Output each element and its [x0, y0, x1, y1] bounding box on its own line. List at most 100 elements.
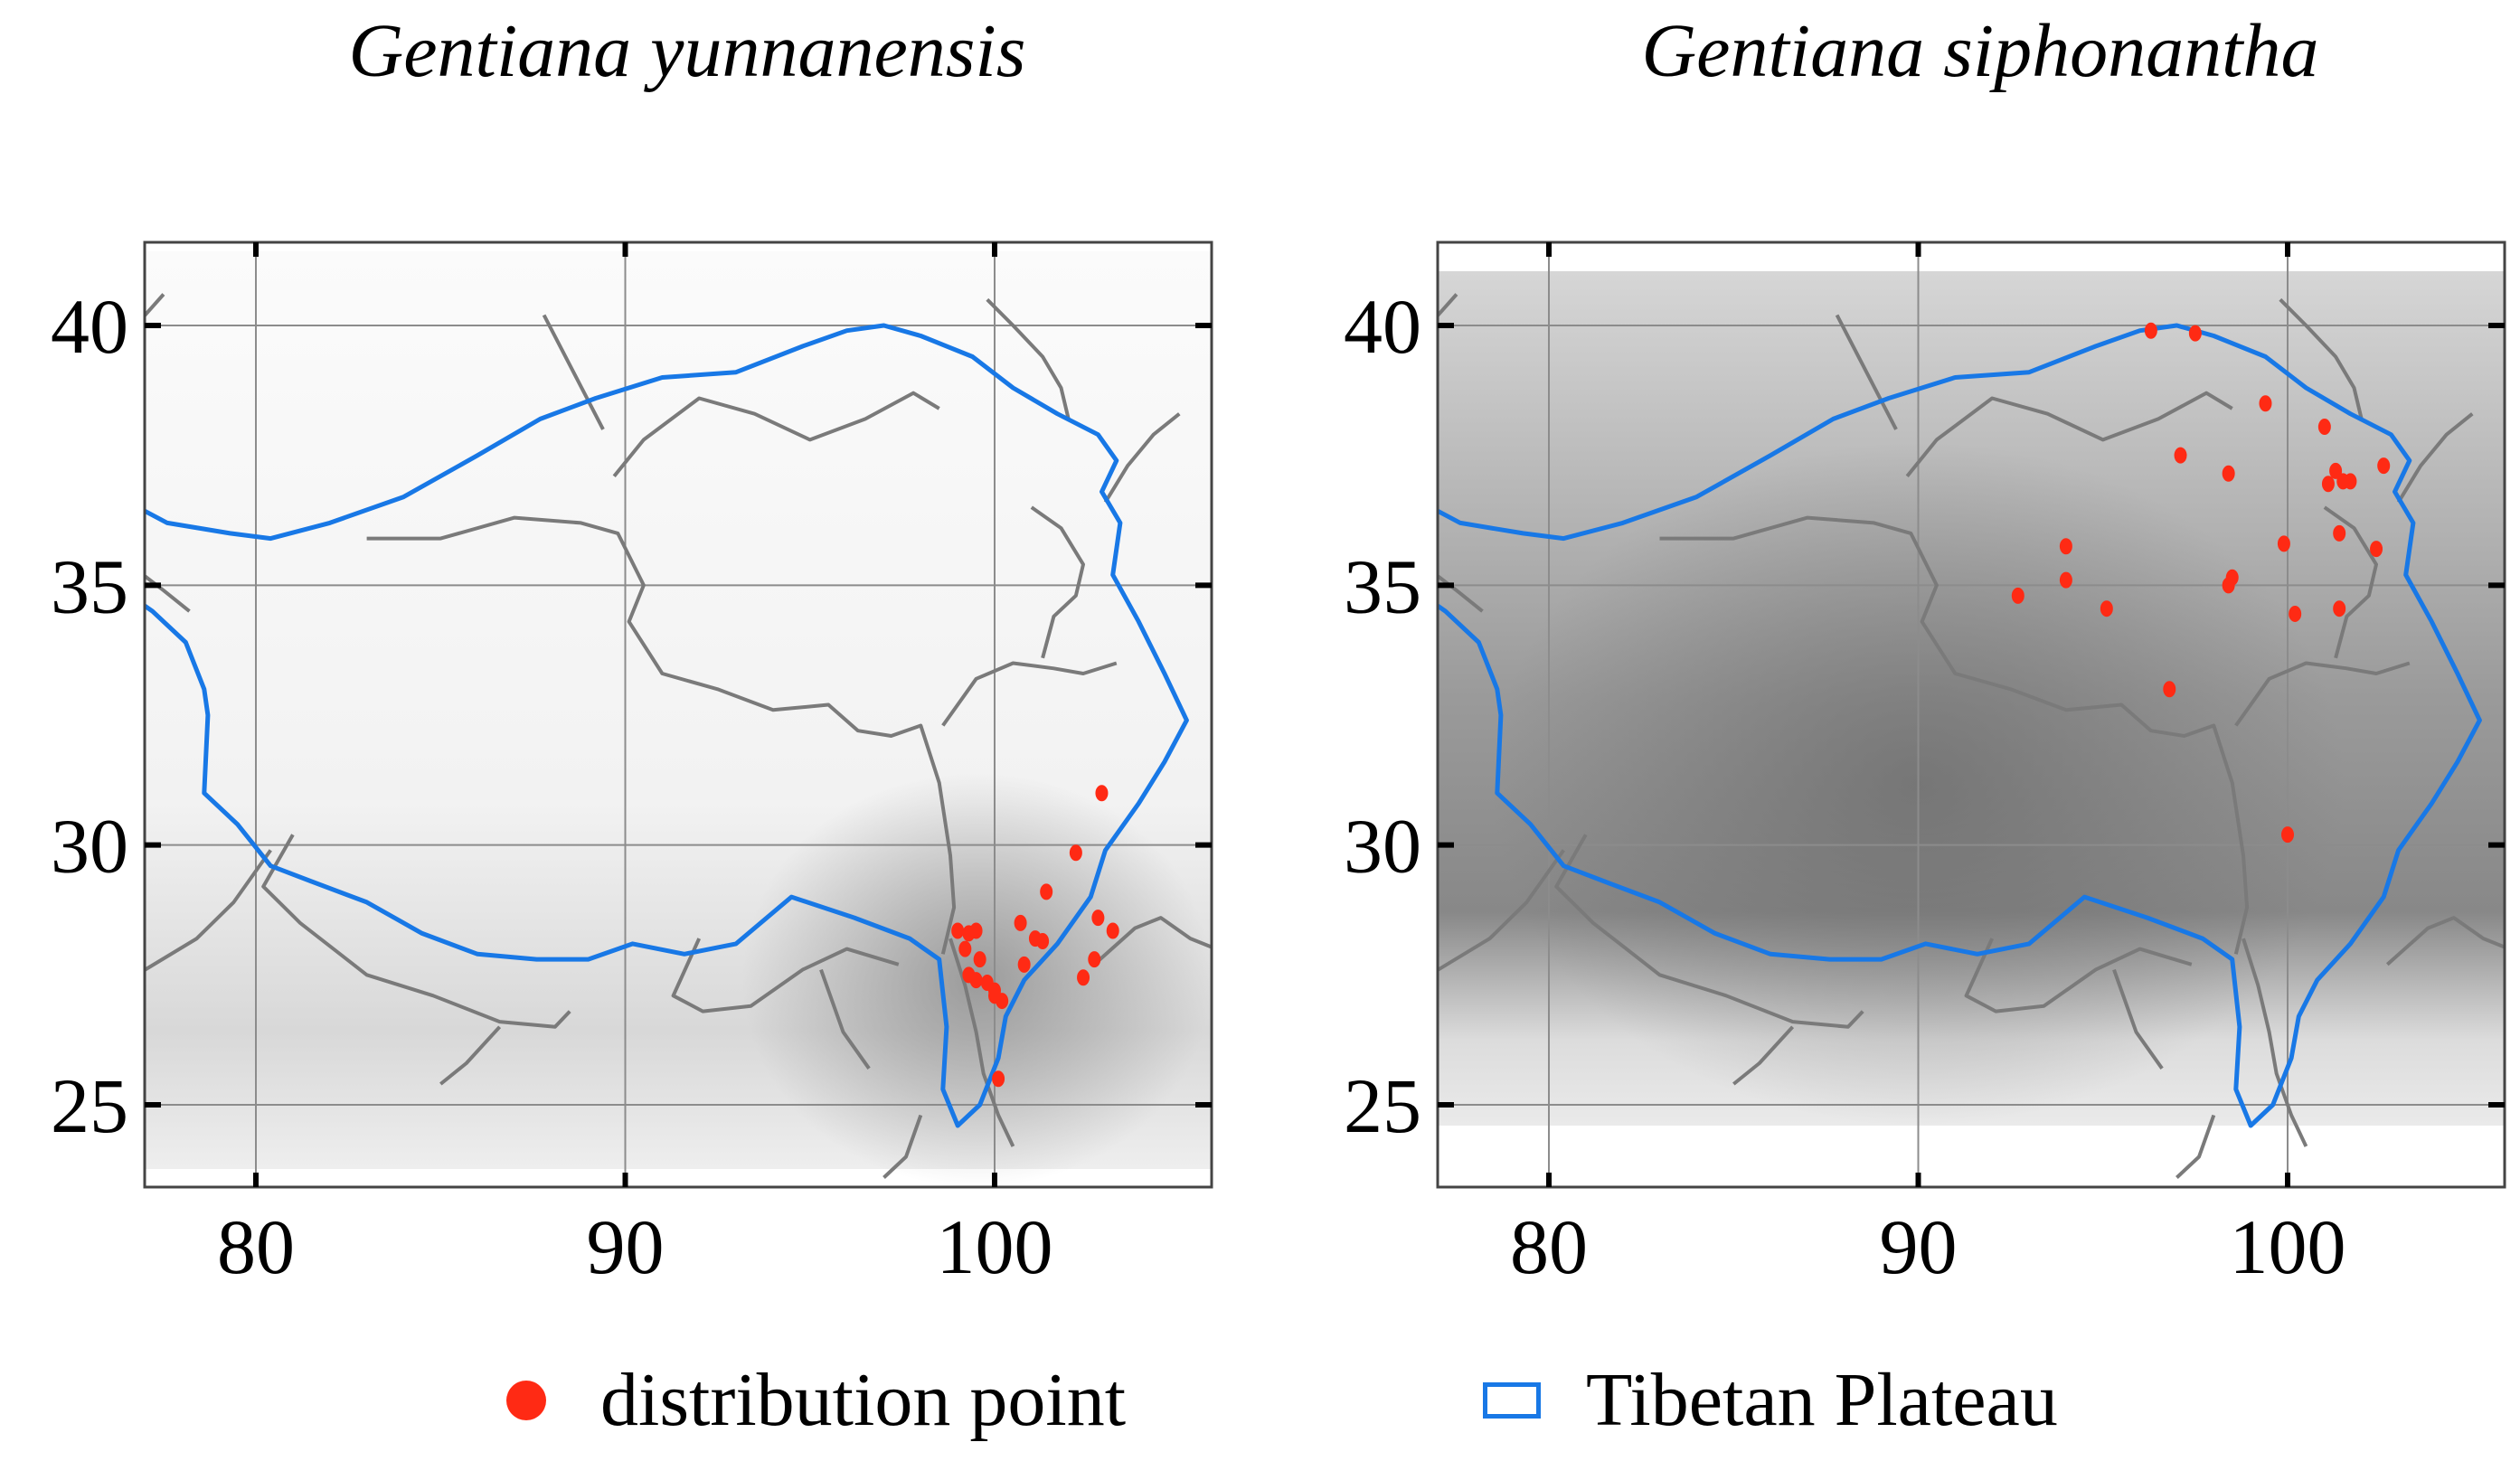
distribution-point [1077, 969, 1090, 986]
admin-border [366, 515, 957, 955]
admin-border [819, 968, 871, 1070]
admin-border [2385, 916, 2505, 966]
admin-border [1905, 391, 2233, 477]
map-frame [1436, 240, 2506, 1189]
admin-border [145, 573, 191, 613]
x-tick-label: 100 [937, 1203, 1053, 1290]
panel-title-left: Gentiana yunnanensis [348, 9, 1026, 93]
map-frame [143, 240, 1213, 1189]
admin-border [949, 938, 1015, 1147]
distribution-point [1106, 922, 1119, 939]
distribution-point [2059, 538, 2072, 555]
distribution-point [2188, 325, 2202, 342]
distribution-point [2333, 600, 2346, 617]
distribution-point [2277, 535, 2290, 552]
distribution-point [1036, 932, 1050, 949]
y-tick-label: 35 [1344, 542, 1421, 629]
y-tick-label: 35 [51, 542, 128, 629]
tibetan-plateau-outline [1438, 323, 2482, 1128]
distribution-point [1040, 883, 1053, 900]
distribution-point [1017, 956, 1031, 973]
distribution-point [958, 940, 972, 957]
x-tick-label: 90 [587, 1203, 665, 1290]
plateau-outline-swatch [1483, 1381, 1541, 1419]
distribution-point [2329, 462, 2343, 479]
y-tick-label: 25 [51, 1062, 128, 1149]
distribution-point [2321, 476, 2335, 493]
map-panel-siphonantha: 80 90 100 40 35 30 25 [1344, 240, 2506, 1290]
distribution-point [2144, 322, 2157, 339]
distribution-point [988, 987, 1001, 1004]
distribution-point [2377, 457, 2391, 475]
legend-points-label: distribution point [600, 1358, 1127, 1442]
y-tick-label: 40 [51, 283, 128, 370]
admin-border [1732, 1025, 1795, 1086]
map-panel-yunnanensis: 80 90 100 40 35 30 25 [51, 240, 1213, 1290]
legend-tibetan-plateau: Tibetan Plateau [1483, 1356, 2058, 1444]
admin-border [261, 834, 571, 1029]
admin-border [1835, 314, 1898, 430]
distribution-point [2281, 826, 2294, 844]
admin-border [2234, 661, 2411, 727]
distribution-point [951, 922, 965, 939]
distribution-point [2333, 524, 2346, 542]
distribution-point [2222, 577, 2235, 594]
y-tick-label: 30 [1344, 803, 1421, 890]
distribution-point [2100, 600, 2113, 617]
distribution-point [2011, 587, 2024, 604]
admin-border [671, 938, 900, 1013]
admin-border [1659, 515, 2250, 955]
distribution-point [973, 951, 986, 968]
admin-border [986, 297, 1071, 419]
admin-border [2396, 412, 2474, 504]
distribution-point [2370, 541, 2383, 558]
admin-border [1030, 505, 1085, 659]
y-tick-label: 40 [1344, 283, 1421, 370]
admin-border [1438, 849, 1565, 972]
x-tick-label: 100 [2230, 1203, 2346, 1290]
distribution-point [2344, 473, 2357, 490]
distribution-point [1088, 951, 1101, 968]
admin-border [1103, 412, 1181, 504]
admin-border [941, 661, 1118, 727]
distribution-point [2259, 395, 2272, 412]
distribution-point [2222, 465, 2235, 482]
admin-border [2112, 968, 2164, 1070]
legend-plateau-label: Tibetan Plateau [1586, 1358, 2058, 1442]
distribution-point [2059, 571, 2072, 589]
admin-border [882, 1114, 923, 1179]
tibetan-plateau-outline [145, 323, 1189, 1128]
admin-border [2242, 938, 2308, 1147]
distribution-point [1095, 785, 1109, 802]
distribution-point [969, 972, 983, 989]
distribution-point-swatch [506, 1380, 546, 1420]
distribution-point [2163, 681, 2176, 698]
distribution-point [969, 922, 983, 939]
admin-border [145, 849, 272, 972]
admin-border [1964, 938, 2193, 1013]
admin-border [612, 391, 940, 477]
admin-border [542, 314, 605, 430]
legend-distribution-point: distribution point [506, 1356, 1126, 1444]
y-tick-label: 30 [51, 803, 128, 890]
distribution-point [1014, 914, 1027, 931]
admin-border [1092, 916, 1212, 966]
distribution-point [2317, 419, 2331, 436]
admin-border [1554, 834, 1864, 1029]
distribution-point [1069, 844, 1082, 862]
distribution-point [1091, 910, 1105, 927]
admin-border [2279, 297, 2364, 419]
panel-title-right: Gentiana siphonantha [1641, 9, 2319, 93]
x-tick-label: 80 [217, 1203, 295, 1290]
distribution-point [2289, 605, 2302, 622]
distribution-point [2174, 447, 2187, 464]
x-tick-label: 90 [1880, 1203, 1958, 1290]
admin-border [2323, 505, 2378, 659]
distribution-point [992, 1070, 1005, 1088]
admin-border [1438, 573, 1484, 613]
admin-border [2176, 1114, 2216, 1179]
y-tick-label: 25 [1344, 1062, 1421, 1149]
x-tick-label: 80 [1510, 1203, 1588, 1290]
admin-border [439, 1025, 502, 1086]
